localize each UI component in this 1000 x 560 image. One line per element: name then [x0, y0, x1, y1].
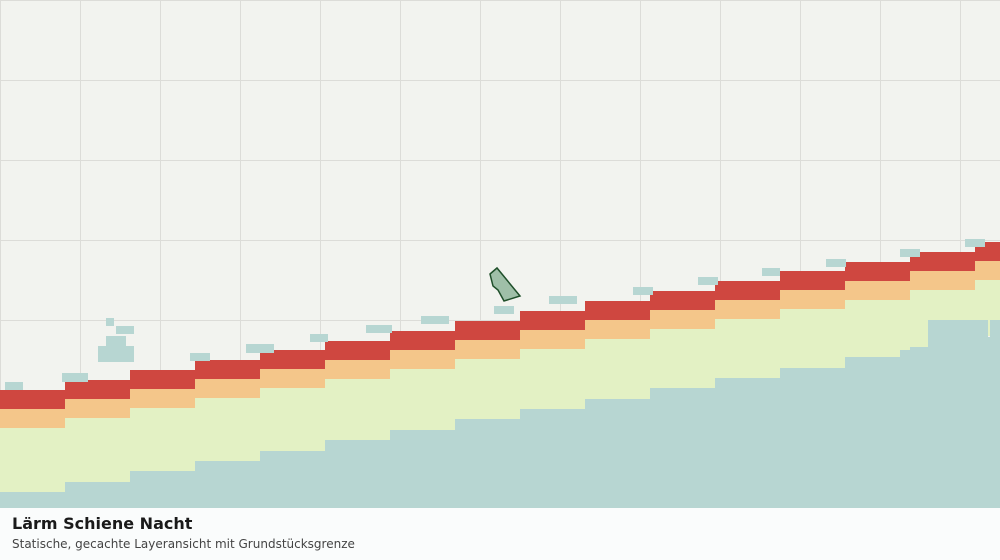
noise-patch	[826, 259, 846, 267]
noise-patch	[780, 470, 810, 490]
noise-patch	[116, 326, 134, 334]
noise-band-low	[0, 337, 1000, 560]
parcel-boundary	[489, 266, 522, 302]
noise-patch	[762, 268, 780, 276]
noise-patch	[965, 239, 985, 247]
noise-patch	[190, 353, 210, 361]
noise-patch	[310, 334, 328, 342]
noise-patch	[421, 316, 449, 324]
noise-patch	[98, 346, 134, 362]
noise-patch	[246, 344, 274, 353]
noise-patch	[928, 320, 988, 370]
noise-patch	[400, 480, 440, 500]
noise-patch	[494, 306, 514, 314]
noise-patch	[106, 336, 126, 346]
noise-patch	[366, 325, 392, 333]
noise-patch	[990, 320, 1000, 390]
noise-patch	[698, 277, 718, 285]
legend-subtitle: Statische, gecachte Layeransicht mit Gru…	[12, 537, 355, 551]
noise-band-very-high	[0, 242, 1000, 409]
noise-patch	[633, 287, 653, 295]
noise-patch	[62, 373, 88, 382]
noise-patch	[5, 382, 23, 390]
legend-panel: Lärm Schiene Nacht Statische, gecachte L…	[0, 508, 1000, 560]
noise-patch	[900, 350, 912, 360]
noise-band-high	[0, 258, 1000, 428]
noise-patch	[900, 249, 920, 257]
noise-patch	[549, 296, 577, 304]
noise-bands	[0, 239, 1000, 560]
noise-patch	[106, 318, 114, 326]
noise-band-medium	[0, 276, 1000, 492]
noise-patch	[520, 500, 580, 508]
legend-title: Lärm Schiene Nacht	[12, 514, 193, 533]
